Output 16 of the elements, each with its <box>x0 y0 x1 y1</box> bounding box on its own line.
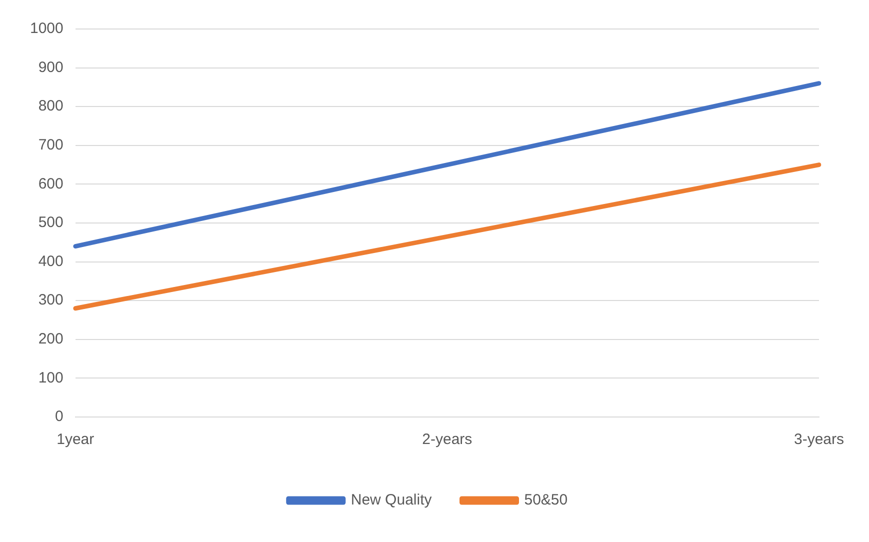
y-tick-label: 600 <box>38 175 64 192</box>
x-tick-label: 2-years <box>422 431 472 448</box>
y-tick-label: 200 <box>38 330 64 348</box>
y-tick-label: 300 <box>38 292 64 309</box>
y-tick-label: 1000 <box>30 20 64 38</box>
y-tick-label: 700 <box>38 136 64 154</box>
y-tick-label: 900 <box>38 58 64 76</box>
y-tick-label: 800 <box>38 98 64 115</box>
legend-label: 50&50 <box>524 492 568 509</box>
y-tick-label: 400 <box>38 252 64 270</box>
y-tick-label: 0 <box>55 408 64 426</box>
x-tick-label: 1year <box>56 431 94 448</box>
legend-label: New Quality <box>350 492 432 509</box>
y-tick-label: 500 <box>38 214 64 232</box>
x-tick-label: 3-years <box>794 431 844 448</box>
y-tick-label: 100 <box>38 369 64 386</box>
